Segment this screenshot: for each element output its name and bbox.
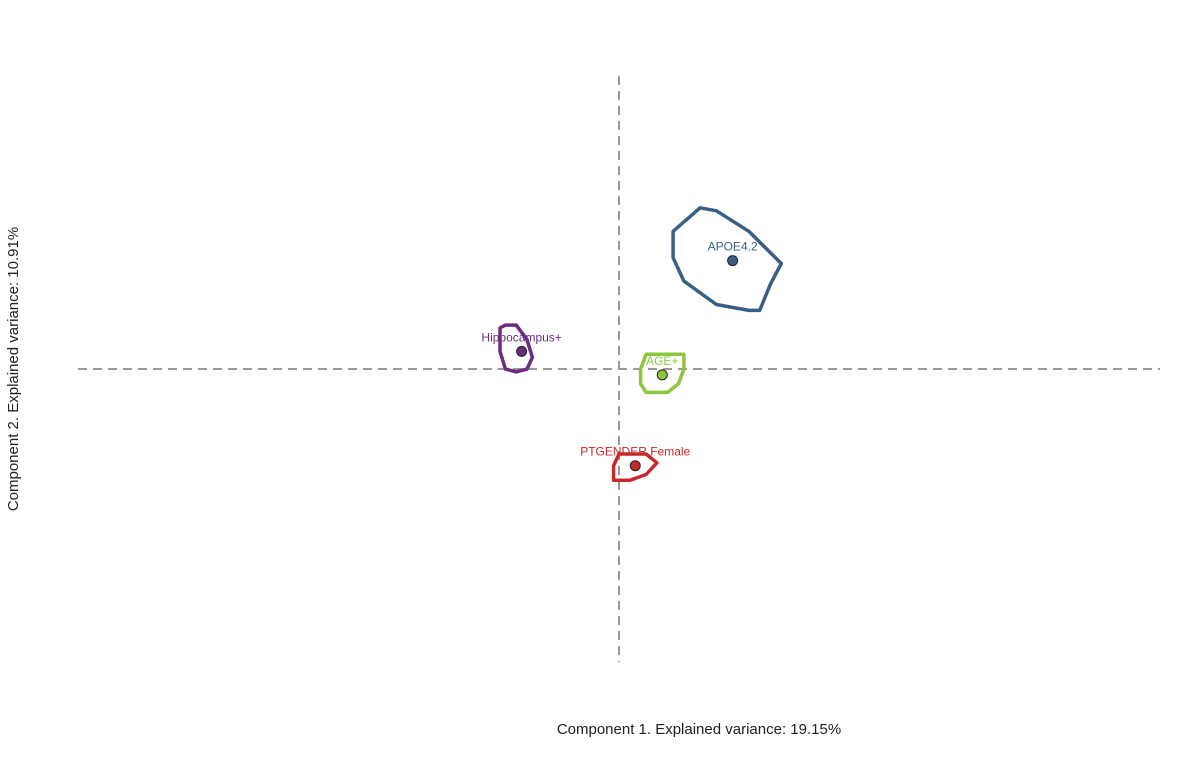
x-axis-title: Component 1. Explained variance: 19.15% <box>557 721 841 738</box>
region-ptgender-female <box>611 452 659 483</box>
label-age-: AGE+ <box>646 354 678 368</box>
region-apoe4-2 <box>671 206 784 313</box>
y-axis-title: Component 2. Explained variance: 10.91% <box>5 227 22 511</box>
region-age- <box>638 352 686 395</box>
point-ptgender-female <box>629 460 641 472</box>
point-labels: APOE4.2 Hippocampus+ AGE+ PTGENDER.Female <box>481 240 758 459</box>
label-apoe4-2: APOE4.2 <box>708 240 758 254</box>
point-hippocampus- <box>516 345 528 357</box>
point-apoe4-2 <box>727 255 739 267</box>
label-hippocampus-: Hippocampus+ <box>481 330 561 344</box>
confidence-regions <box>498 206 784 483</box>
label-ptgender-female: PTGENDER.Female <box>580 445 690 459</box>
data-points <box>516 255 739 472</box>
reference-lines <box>78 76 1160 662</box>
point-age- <box>656 369 668 381</box>
region-hippocampus- <box>498 323 535 374</box>
